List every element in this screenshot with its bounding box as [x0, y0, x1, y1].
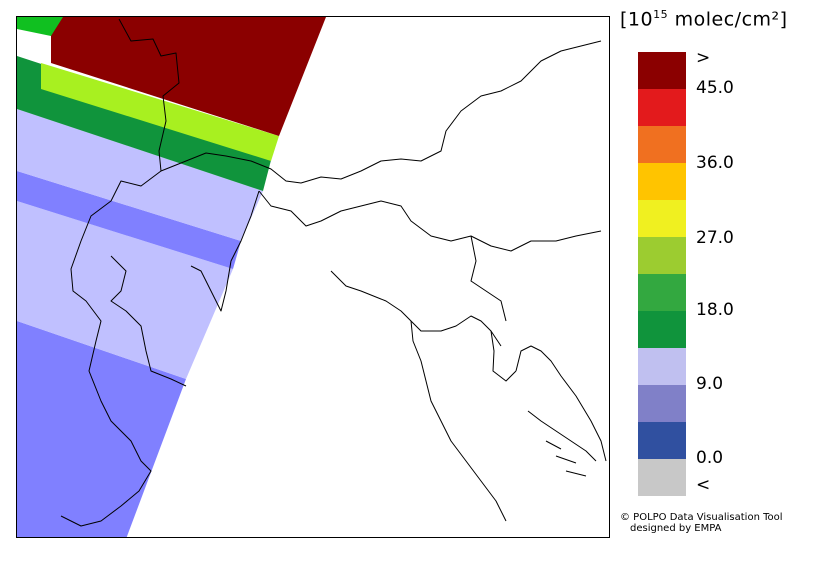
swath-band-yellow-green: [41, 63, 279, 161]
coast-liguria: [330, 270, 502, 347]
legend-swatch: [638, 348, 686, 385]
legend-swatch: [638, 311, 686, 348]
swath-band-bright-green: [17, 17, 63, 36]
coast-tyrrhenian: [410, 320, 507, 522]
legend-swatch: [638, 89, 686, 126]
swath-band-light-blue-upper: [17, 109, 263, 241]
legend-swatch: [638, 274, 686, 311]
border-slovenia: [470, 235, 507, 322]
legend-tick-label: 0.0: [696, 448, 724, 468]
legend-swatch: [638, 200, 686, 237]
coast-croatia: [515, 345, 607, 462]
legend-units-suffix: molec/cm²]: [668, 8, 788, 31]
coast-adriatic-west: [490, 330, 517, 382]
legend-units-exponent: 15: [653, 8, 669, 21]
legend-tick-label: 45.0: [696, 78, 734, 98]
swath-band-light-blue-lower: [17, 201, 233, 379]
border-italy-france: [110, 255, 187, 387]
legend-tick-label: <: [696, 475, 711, 495]
credit-line-1: © POLPO Data Visualisation Tool: [620, 512, 783, 523]
legend-tick-label: 18.0: [696, 300, 734, 320]
legend-swatch: [638, 385, 686, 422]
legend-units: [1015 molec/cm²]: [620, 8, 788, 30]
islands-dalmatia: [545, 440, 587, 477]
swath-band-dark-red: [51, 17, 326, 136]
legend-swatch: [638, 163, 686, 200]
legend-swatch: [638, 237, 686, 274]
border-alps-south: [258, 190, 602, 252]
map-panel[interactable]: [16, 16, 610, 538]
legend-tick-label: 36.0: [696, 153, 734, 173]
coast-istria: [527, 410, 597, 462]
credit-line-2: designed by EMPA: [630, 523, 722, 534]
legend-swatch: [638, 459, 686, 496]
legend-tick-label: 27.0: [696, 228, 734, 248]
legend-swatch: [638, 126, 686, 163]
satellite-swath: [17, 17, 326, 537]
country-borders: [60, 18, 607, 527]
border-swiss-west: [190, 190, 260, 312]
map-canvas: [17, 17, 607, 537]
legend-units-prefix: [10: [620, 8, 654, 31]
color-legend: [1015 molec/cm²] >45.0 36.0 27.0 18.0 9.0 0.0…: [612, 0, 813, 566]
legend-tick-label: >: [696, 48, 711, 68]
border-france-west: [60, 18, 180, 527]
swath-band-mid-blue-stripe: [17, 171, 241, 269]
legend-swatch: [638, 422, 686, 459]
border-swiss-north: [160, 40, 602, 184]
legend-swatch: [638, 52, 686, 89]
legend-tick-label: 9.0: [696, 374, 724, 394]
